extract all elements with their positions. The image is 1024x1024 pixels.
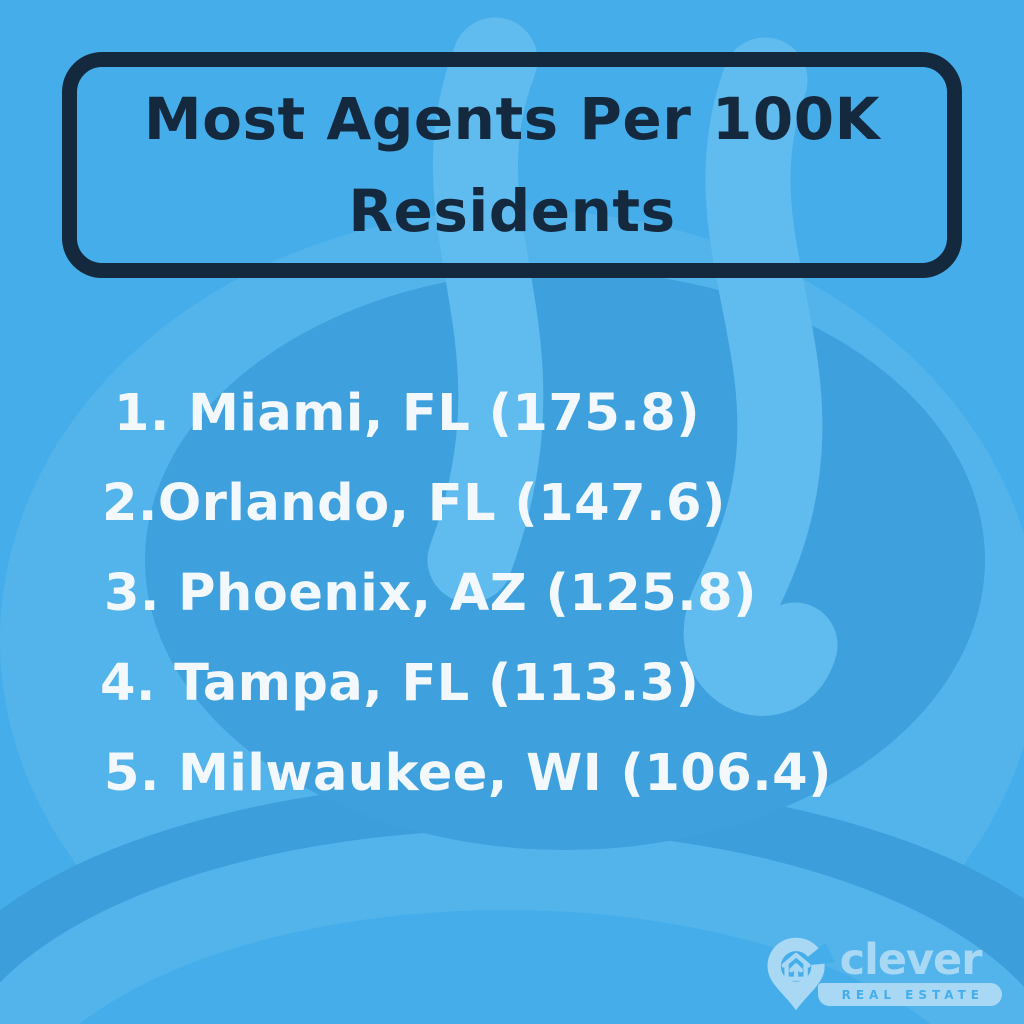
list-item: 3. Phoenix, AZ (125.8): [96, 548, 832, 638]
list-item-text: 4. Tampa, FL (113.3): [100, 653, 700, 713]
list-item: 2.Orlando, FL (147.6): [96, 458, 832, 548]
list-item-text: 2.Orlando, FL (147.6): [102, 473, 726, 533]
list-item-text: 5. Milwaukee, WI (106.4): [104, 743, 832, 803]
title-box: Most Agents Per 100K Residents: [62, 52, 962, 278]
real-estate-badge: REAL ESTATE: [817, 983, 1002, 1006]
list-item: 5. Milwaukee, WI (106.4): [96, 728, 832, 818]
list-item: 1. Miami, FL (175.8): [96, 368, 832, 458]
clever-pin-house-icon: [767, 937, 835, 1011]
list-item: 4. Tampa, FL (113.3): [96, 638, 832, 728]
page-title: Most Agents Per 100K Residents: [144, 73, 880, 257]
brand-wordmark: clever: [839, 935, 983, 985]
clever-logo: clever REAL ESTATE: [758, 932, 1002, 1016]
city-ranking-list: 1. Miami, FL (175.8) 2.Orlando, FL (147.…: [96, 368, 832, 818]
logo-text-block: clever REAL ESTATE: [817, 935, 1002, 1006]
title-line-1: Most Agents Per 100K: [143, 85, 881, 153]
list-item-text: 1. Miami, FL (175.8): [114, 383, 701, 443]
title-line-2: Residents: [348, 177, 676, 245]
list-item-text: 3. Phoenix, AZ (125.8): [104, 563, 757, 623]
